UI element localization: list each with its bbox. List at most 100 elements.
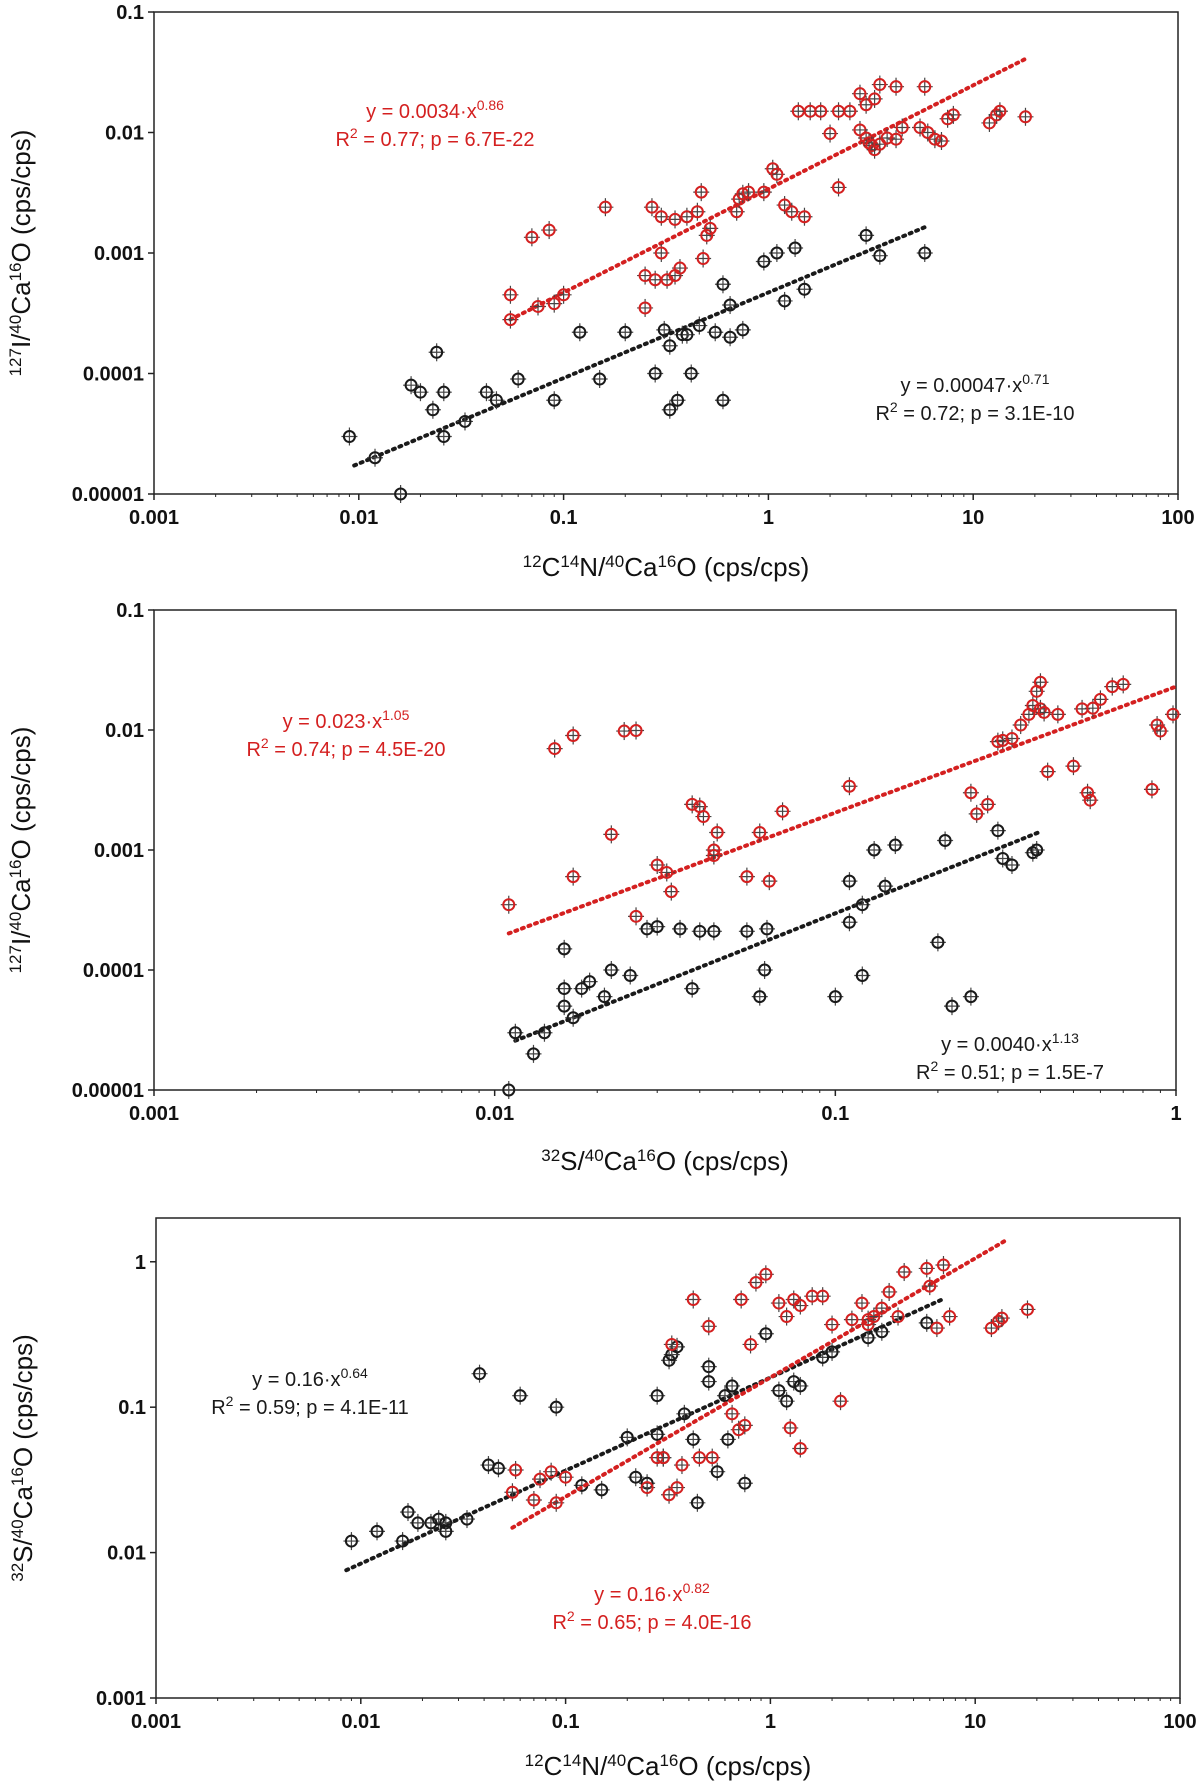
point-red: [695, 249, 712, 268]
point-red: [530, 297, 547, 316]
marker: [990, 108, 1004, 122]
point-black: [488, 391, 505, 410]
panel-1: 0.001 0.01 0.1 1 10 100 0.00001 0.0001 0.001 0.01…: [6, 2, 1195, 582]
marker: [1051, 707, 1065, 721]
y-tick-label: 0.001: [94, 840, 144, 862]
marker: [557, 942, 571, 956]
marker: [855, 898, 869, 912]
black-fit-stats: R2 = 0.59; p = 4.1E-11: [211, 1393, 409, 1419]
red-fit-stats: R2 = 0.74; p = 4.5E-20: [246, 735, 445, 761]
marker: [537, 1026, 551, 1040]
marker: [793, 1441, 807, 1455]
point-black: [471, 1364, 488, 1383]
point-red: [824, 1315, 841, 1334]
point-black: [705, 922, 722, 941]
point-red: [894, 118, 911, 137]
marker: [401, 1505, 415, 1519]
point-black: [596, 987, 613, 1006]
red-fit-equation: y = 0.16·x0.82: [594, 1580, 710, 1606]
point-red: [653, 207, 670, 226]
marker: [559, 1470, 573, 1484]
marker: [618, 325, 632, 339]
marker: [702, 1360, 716, 1374]
marker: [787, 1375, 801, 1389]
marker: [533, 1472, 547, 1486]
marker: [843, 104, 857, 118]
marker: [923, 1279, 937, 1293]
y-axis-label: 127I/40Ca16O (cps/cps): [6, 130, 36, 377]
black-fit-equation: y = 0.16·x0.64: [252, 1365, 368, 1391]
point-black: [814, 1348, 831, 1367]
point-black: [392, 485, 409, 503]
point-black: [1003, 855, 1020, 874]
panel-3: 0.001 0.01 0.1 1 10 100 0.001 0.01 0.1 1 12C14N/4…: [8, 1217, 1197, 1781]
x-tick-label: 10: [962, 507, 984, 529]
marker: [859, 98, 873, 112]
marker: [657, 323, 671, 337]
marker: [702, 1375, 716, 1389]
marker: [677, 1407, 691, 1421]
point-black: [785, 1372, 802, 1391]
point-black: [437, 1522, 454, 1541]
point-red: [933, 132, 950, 151]
marker: [404, 378, 418, 392]
marker: [696, 252, 710, 266]
marker: [1041, 765, 1055, 779]
point-red: [693, 183, 710, 202]
point-black: [556, 939, 573, 958]
point-red: [653, 244, 670, 262]
point-black: [722, 296, 739, 315]
x-tick-label: 10: [964, 1711, 986, 1733]
x-axis-label: 32S/40Ca16O (cps/cps): [541, 1146, 789, 1176]
marker: [707, 848, 721, 862]
point-red: [981, 113, 998, 132]
marker: [780, 1310, 794, 1324]
point-black: [435, 383, 452, 402]
point-black: [571, 323, 588, 342]
point-red: [548, 1493, 565, 1512]
point-black: [548, 1398, 565, 1417]
marker: [772, 1296, 786, 1310]
point-black: [722, 328, 739, 347]
marker: [842, 874, 856, 888]
panel-2: 0.001 0.01 0.1 1 0.00001 0.0001 0.001 0.01 0.1 3…: [6, 600, 1182, 1176]
point-red: [792, 1296, 809, 1315]
point-red: [962, 783, 979, 802]
marker: [710, 1465, 724, 1479]
point-black: [714, 275, 731, 294]
point-red: [782, 1418, 799, 1437]
marker: [548, 742, 562, 756]
marker: [686, 1293, 700, 1307]
marker: [489, 393, 503, 407]
point-black: [343, 1532, 360, 1551]
marker: [598, 200, 612, 214]
point-black: [512, 1386, 529, 1405]
marker: [544, 1465, 558, 1479]
point-red: [792, 1439, 809, 1458]
point-black: [778, 1392, 795, 1411]
point-black: [700, 1357, 717, 1376]
tick-labels: 0.001 0.01 0.1 1 10 100 0.00001 0.0001 0.001 0.01…: [72, 2, 1195, 529]
marker: [575, 982, 589, 996]
point-red: [770, 1294, 787, 1313]
point-red: [941, 1307, 958, 1326]
marker: [895, 121, 909, 135]
marker: [873, 78, 887, 92]
x-tick-label: 1: [763, 507, 774, 529]
y-tick-label: 0.01: [105, 123, 144, 145]
marker: [938, 833, 952, 847]
point-red: [993, 1309, 1010, 1328]
marker: [889, 80, 903, 94]
marker: [718, 1389, 732, 1403]
point-red: [1024, 696, 1041, 715]
x-tick-label: 0.01: [341, 1711, 380, 1733]
marker: [853, 123, 867, 137]
point-black: [676, 1404, 693, 1423]
marker: [549, 1496, 563, 1510]
marker: [918, 246, 932, 260]
marker: [816, 1289, 830, 1303]
point-red: [689, 202, 706, 221]
point-black: [768, 244, 785, 262]
point-red: [879, 129, 896, 148]
